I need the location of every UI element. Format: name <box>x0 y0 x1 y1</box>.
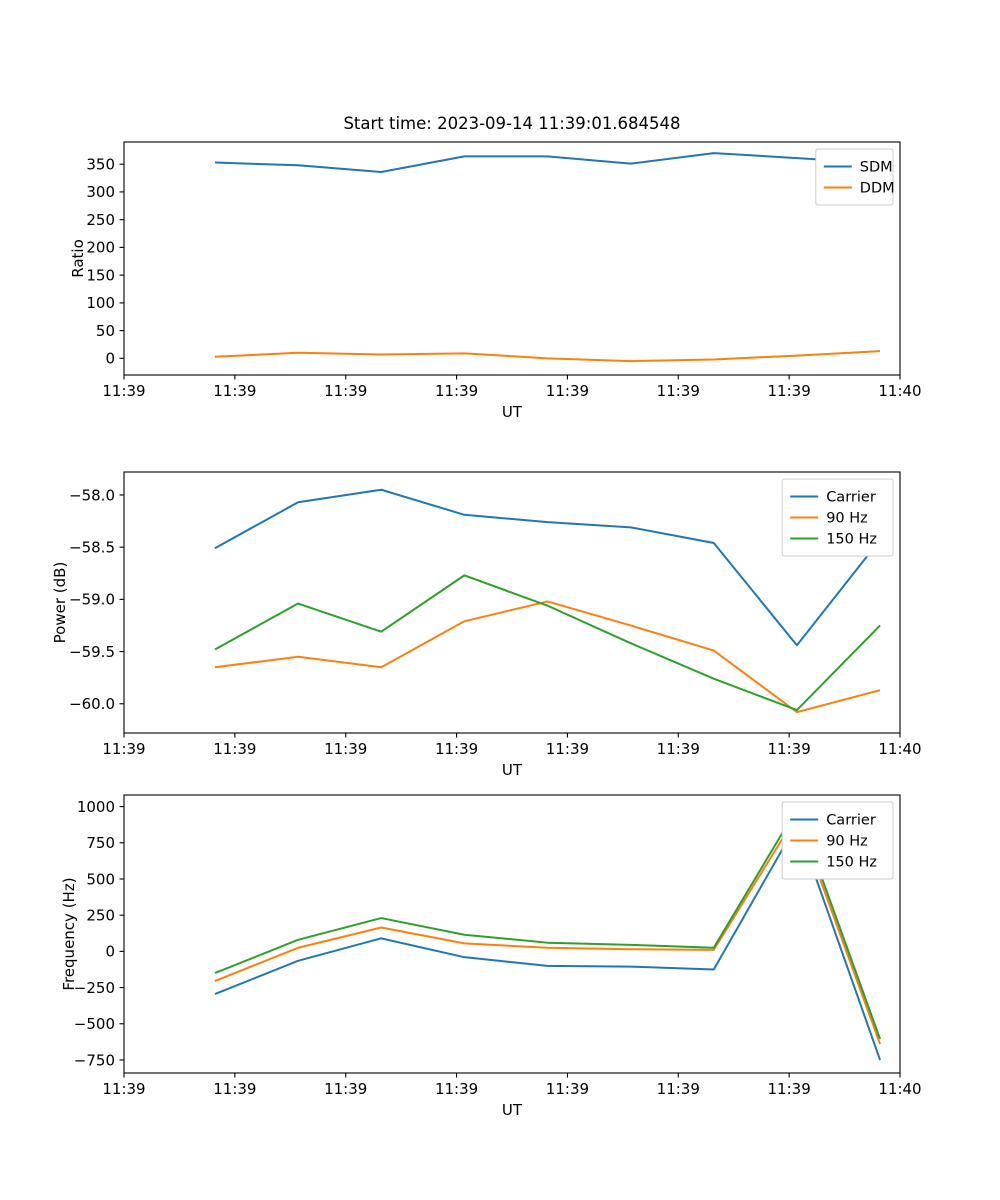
legend-label-150-hz: 150 Hz <box>826 532 877 548</box>
x-tick-label: 11:39 <box>102 382 145 400</box>
y-tick-label: 1000 <box>77 798 115 816</box>
data-area <box>214 807 881 1061</box>
x-axis-label: UT <box>502 1101 523 1119</box>
series-line-carrier <box>214 822 881 1061</box>
x-tick-label: 11:39 <box>657 1080 700 1098</box>
x-tick-label: 11:39 <box>768 740 811 758</box>
data-area <box>214 152 881 363</box>
x-tick-label: 11:39 <box>435 382 478 400</box>
y-tick-label: 750 <box>86 834 115 852</box>
y-tick-label: 250 <box>86 906 115 924</box>
y-axis: 0 50 100 150 200 250 300 350 <box>86 155 124 368</box>
panel-ratio: Start time: 2023-09-14 11:39:01.684548 11… <box>69 114 922 421</box>
y-tick-label: 50 <box>96 322 115 340</box>
legend-label-150-hz: 150 Hz <box>826 855 877 871</box>
y-tick-label: 0 <box>105 943 115 961</box>
x-tick-label: 11:39 <box>768 382 811 400</box>
x-tick-label: 11:40 <box>878 1080 921 1098</box>
y-tick-label: −250 <box>74 979 115 997</box>
legend-label-90-hz: 90 Hz <box>826 834 868 850</box>
x-tick-label: 11:39 <box>213 1080 256 1098</box>
panel-frequency: 11:39 11:39 11:39 11:39 11:39 11:39 11:39 11:40… <box>60 794 922 1119</box>
x-tick-label: 11:39 <box>102 740 145 758</box>
x-axis: 11:39 11:39 11:39 11:39 11:39 11:39 11:39 11:40 <box>102 375 922 400</box>
x-tick-label: 11:39 <box>213 740 256 758</box>
legend-background <box>781 801 894 880</box>
data-area <box>214 488 881 714</box>
x-axis-label: UT <box>502 403 523 421</box>
y-tick-label: −750 <box>74 1051 115 1069</box>
legend: Carrier 90 Hz 150 Hz <box>781 478 894 557</box>
x-tick-label: 11:39 <box>435 1080 478 1098</box>
x-tick-label: 11:39 <box>213 382 256 400</box>
y-tick-label: −60.0 <box>69 695 115 713</box>
y-axis-label: Power (dB) <box>51 562 69 644</box>
x-tick-label: 11:39 <box>546 1080 589 1098</box>
y-tick-label: −59.5 <box>69 643 115 661</box>
y-tick-label: −59.0 <box>69 591 115 609</box>
x-axis-label: UT <box>502 761 523 779</box>
x-tick-label: 11:39 <box>102 1080 145 1098</box>
y-tick-label: 250 <box>86 211 115 229</box>
x-tick-label: 11:39 <box>435 740 478 758</box>
series-line-150-hz <box>214 574 881 712</box>
chart-title: Start time: 2023-09-14 11:39:01.684548 <box>343 114 680 133</box>
legend: Carrier 90 Hz 150 Hz <box>781 801 894 880</box>
legend-label-90-hz: 90 Hz <box>826 511 868 527</box>
x-tick-label: 11:40 <box>878 382 921 400</box>
x-tick-label: 11:39 <box>546 382 589 400</box>
series-line-90-hz <box>214 600 881 714</box>
legend-label-ddm: DDM <box>860 181 895 197</box>
x-tick-label: 11:39 <box>768 1080 811 1098</box>
y-axis-label: Frequency (Hz) <box>60 877 78 990</box>
x-tick-label: 11:39 <box>324 1080 367 1098</box>
axes-frame <box>123 141 901 376</box>
x-tick-label: 11:39 <box>546 740 589 758</box>
legend-background <box>781 478 894 557</box>
y-axis-label: Ratio <box>69 239 87 278</box>
legend: SDM DDM <box>815 148 895 206</box>
y-tick-label: 200 <box>86 239 115 257</box>
y-tick-label: 100 <box>86 294 115 312</box>
y-tick-label: 500 <box>86 870 115 888</box>
panel-power: 11:39 11:39 11:39 11:39 11:39 11:39 11:39 11:40… <box>51 471 922 779</box>
x-tick-label: 11:39 <box>324 382 367 400</box>
legend-label-sdm: SDM <box>860 160 893 176</box>
axes-frame <box>123 794 901 1074</box>
x-axis: 11:39 11:39 11:39 11:39 11:39 11:39 11:39 11:40 <box>102 733 922 758</box>
axes-frame <box>123 471 901 734</box>
y-tick-label: −58.0 <box>69 486 115 504</box>
legend-label-carrier: Carrier <box>826 813 876 829</box>
legend-label-carrier: Carrier <box>826 490 876 506</box>
y-axis: −750 −500 −250 0 250 500 750 1000 <box>74 798 124 1069</box>
x-axis: 11:39 11:39 11:39 11:39 11:39 11:39 11:39 11:40 <box>102 1073 922 1098</box>
series-line-carrier <box>214 488 881 647</box>
x-tick-label: 11:40 <box>878 740 921 758</box>
y-tick-label: 350 <box>86 155 115 173</box>
y-tick-label: −500 <box>74 1015 115 1033</box>
x-tick-label: 11:39 <box>657 382 700 400</box>
series-line-sdm <box>214 152 881 173</box>
y-axis: −58.0 −58.5 −59.0 −59.5 −60.0 <box>69 486 124 713</box>
y-tick-label: −58.5 <box>69 538 115 556</box>
y-tick-label: 300 <box>86 183 115 201</box>
x-tick-label: 11:39 <box>324 740 367 758</box>
legend-background <box>815 148 894 206</box>
x-tick-label: 11:39 <box>657 740 700 758</box>
series-line-90-hz <box>214 814 881 1045</box>
y-tick-label: 0 <box>105 350 115 368</box>
y-tick-label: 150 <box>86 266 115 284</box>
series-line-ddm <box>214 350 881 363</box>
series-line-150-hz <box>214 807 881 1040</box>
